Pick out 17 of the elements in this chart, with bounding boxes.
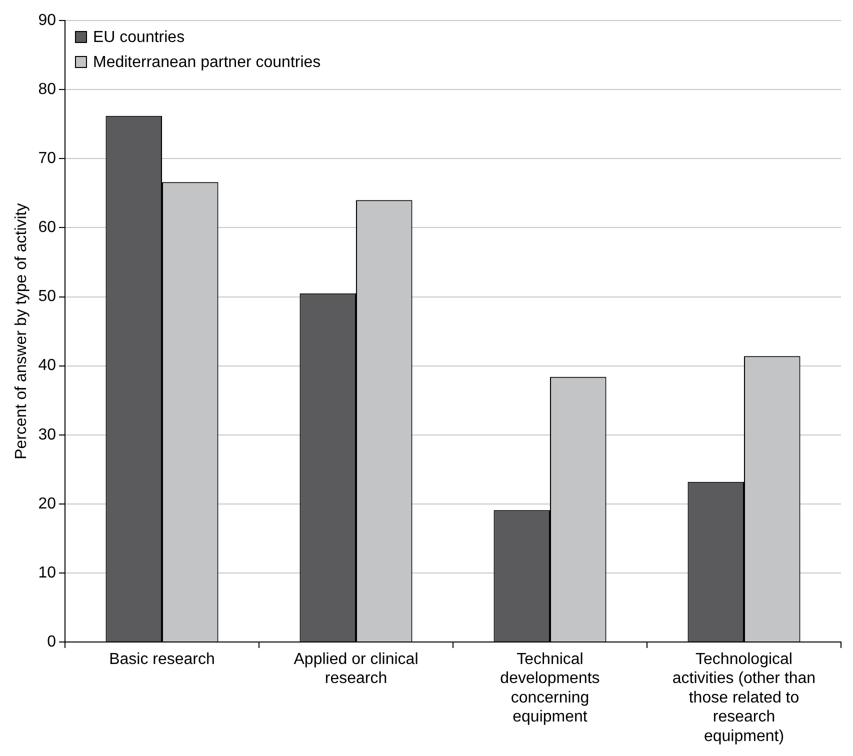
- y-tick-label: 0: [47, 633, 56, 650]
- y-tick-label: 20: [38, 495, 56, 512]
- legend-label: EU countries: [92, 28, 185, 48]
- y-tick-label: 10: [38, 564, 56, 582]
- x-tick-label: Technological activities (other than those related to research equipment): [672, 651, 816, 745]
- y-tick-label: 40: [38, 357, 56, 374]
- y-axis-title: Percent of answer by type of activity: [13, 203, 30, 460]
- y-tick-label: 60: [38, 219, 56, 236]
- y-tick-label: 90: [38, 12, 56, 30]
- x-tick-label: Technical developments concerning equipment: [500, 651, 600, 726]
- x-tick-label: Basic research: [109, 651, 215, 668]
- y-tick-label: 80: [38, 81, 56, 98]
- y-tick-label: 70: [38, 150, 56, 168]
- legend-label: Mediterranean partner countries: [92, 52, 321, 73]
- y-tick-label: 30: [38, 426, 56, 444]
- x-tick-label: Applied or clinical research: [294, 651, 418, 688]
- y-tick-label: 50: [38, 288, 56, 306]
